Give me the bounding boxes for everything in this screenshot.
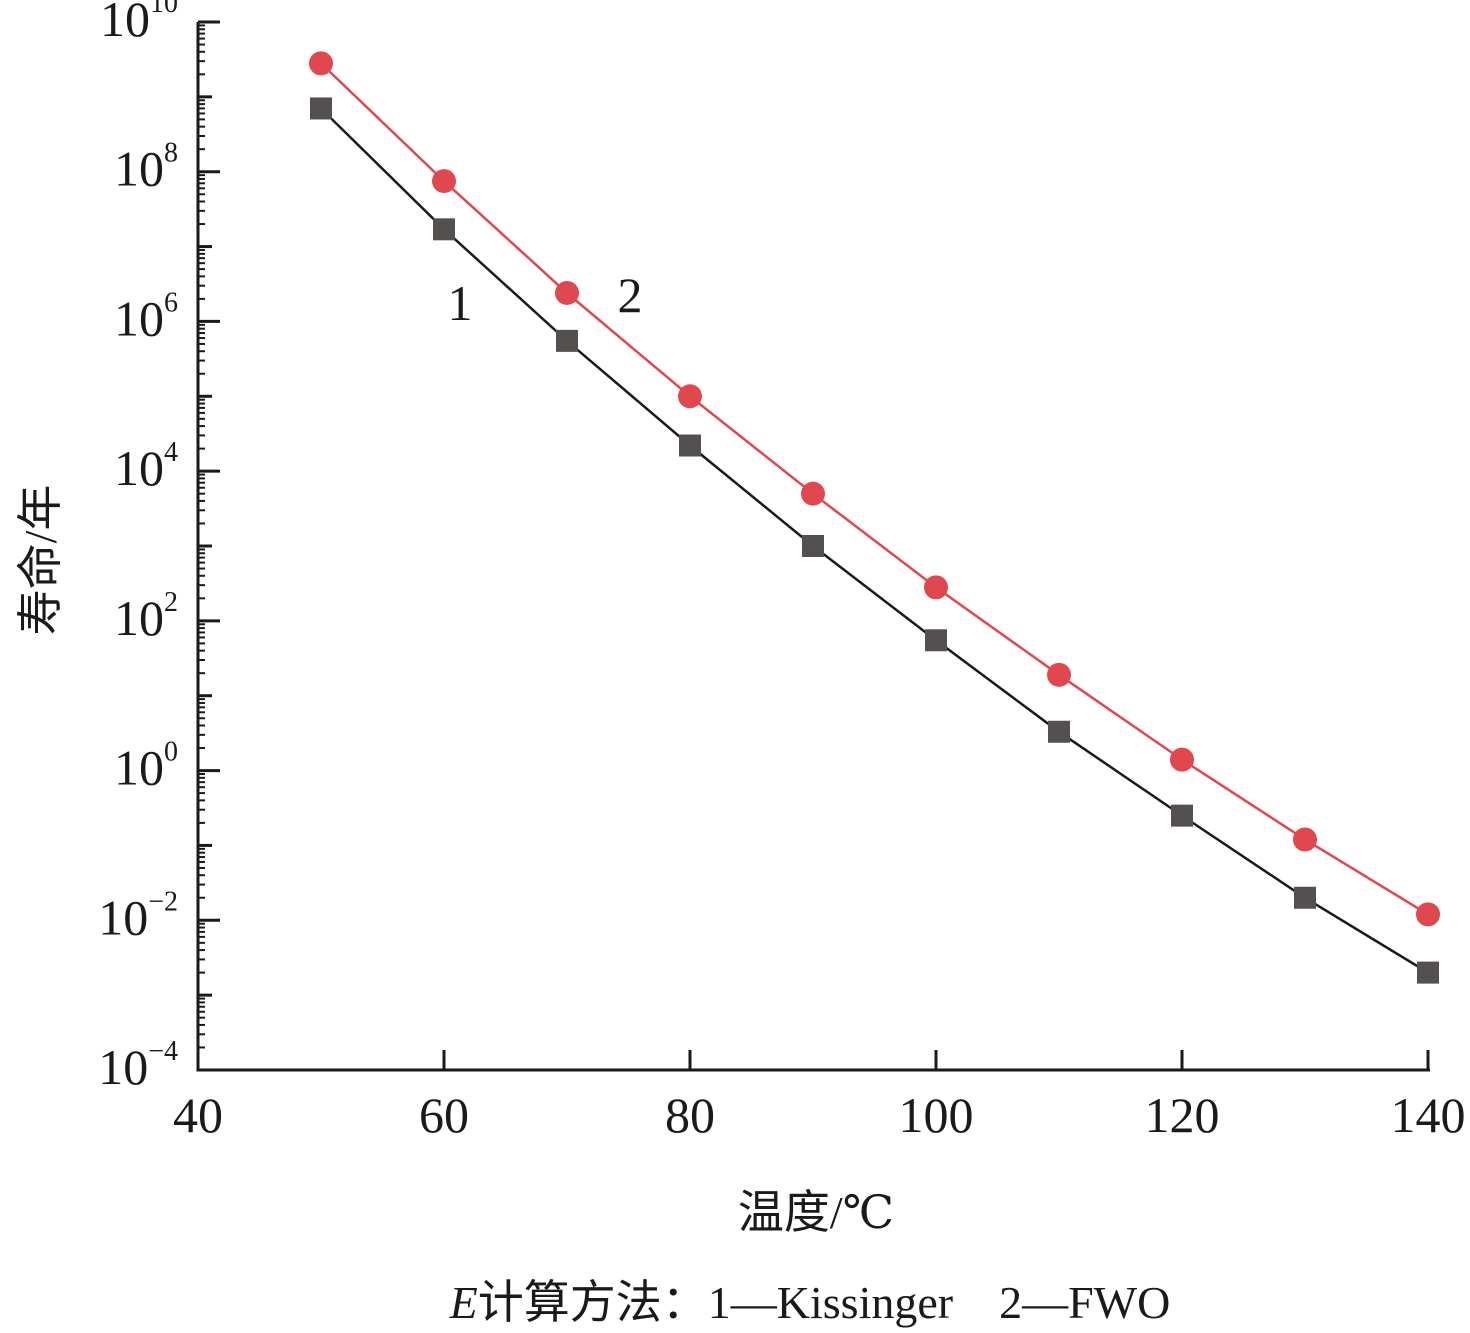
series-2-line [320,62,1429,916]
series-2-marker [309,51,333,76]
caption-rest: 计算方法：1—Kissinger 2—FWO [478,1277,1171,1328]
y-tick-base: 10 [114,590,164,646]
series-2-marker [1047,662,1071,687]
y-tick-label: 10−4 [98,1036,178,1095]
labels-layer: 1 2 温度/℃ 寿命/年 E计算方法：1—Kissinger 2—FWO [15,267,1170,1328]
method-caption: E计算方法：1—Kissinger 2—FWO [449,1277,1171,1328]
series-2-marker [678,384,702,409]
x-tick-label: 60 [419,1087,469,1143]
series-2-marker [432,169,456,194]
series-1-marker [925,629,947,652]
y-tick-exponent: −2 [148,886,178,917]
series-1-marker [310,97,332,120]
y-tick-exponent: −4 [148,1036,178,1067]
y-tick-label: 106 [114,287,178,346]
y-tick-base: 10 [114,440,164,496]
y-tick-base: 10 [98,1039,148,1095]
series-2-marker [555,280,579,305]
y-tick-label: 102 [114,587,178,646]
y-tick-label: 1010 [100,0,178,47]
series-1-marker [1417,961,1439,984]
series-2-marker [801,481,825,506]
y-tick-base: 10 [114,740,164,796]
y-tick-base: 10 [100,0,150,47]
y-tick-base: 10 [98,889,148,945]
series-2-marker [1416,902,1440,927]
series-2-marker [1293,827,1317,852]
series-1-marker [556,329,578,352]
y-tick-base: 10 [114,141,164,197]
series-2-label: 2 [618,267,643,323]
series-1-marker [1294,886,1316,909]
x-tick-label: 80 [665,1087,715,1143]
x-tick-label: 40 [173,1087,223,1143]
x-tick-label: 100 [899,1087,974,1143]
series-layer [309,51,1440,984]
y-tick-exponent: 0 [164,737,178,768]
x-axis-title: 温度/℃ [738,1187,894,1238]
series-2-marker [924,575,948,600]
x-tick-label: 140 [1391,1087,1466,1143]
y-tick-exponent: 4 [164,437,178,468]
y-tick-label: 104 [114,437,178,496]
y-tick-exponent: 10 [150,0,178,19]
series-1-marker [802,535,824,557]
y-tick-exponent: 2 [164,587,178,618]
series-1-marker [679,434,701,457]
series-1-marker [433,218,455,241]
series-1-marker [1048,720,1070,743]
y-tick-exponent: 6 [164,287,178,318]
series-1-label: 1 [448,275,473,331]
series-1-marker [1171,804,1193,827]
y-tick-label: 10−2 [98,886,178,945]
series-1-line [320,107,1429,974]
y-tick-label: 100 [114,737,178,796]
caption-italic: E [449,1277,478,1328]
y-axis-title: 寿命/年 [15,485,66,636]
series-2-marker [1170,747,1194,772]
y-tick-exponent: 8 [164,138,178,169]
y-tick-base: 10 [114,290,164,346]
y-tick-label: 108 [114,138,178,197]
x-tick-label: 120 [1145,1087,1220,1143]
